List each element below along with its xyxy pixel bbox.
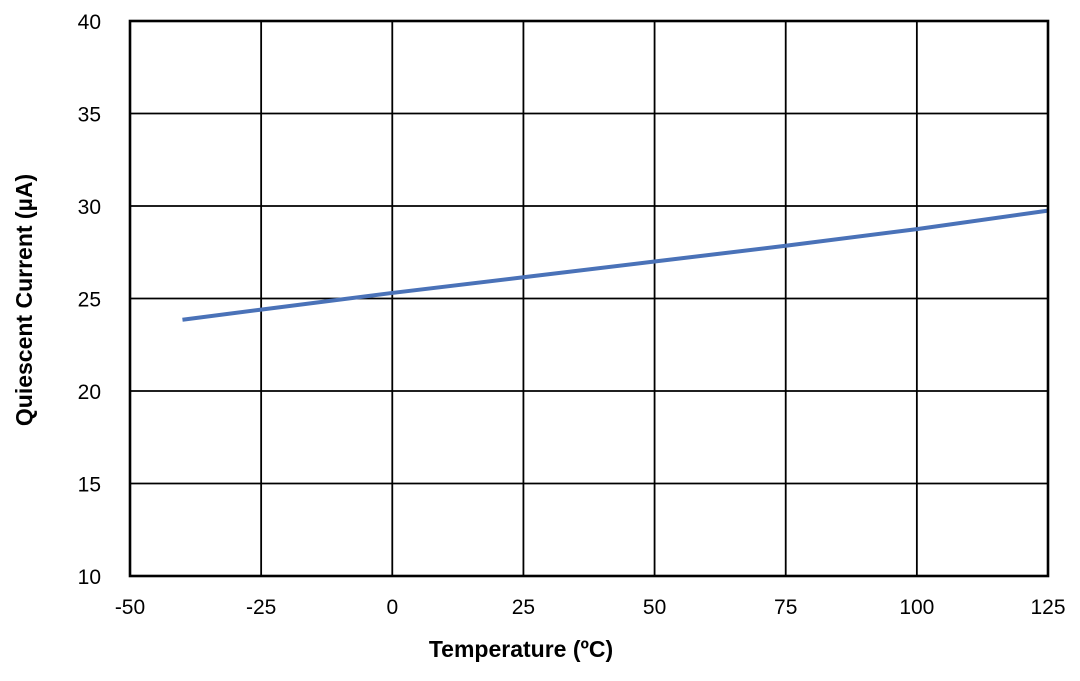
y-tick-label: 15 (78, 474, 101, 497)
x-tick-label: -25 (246, 596, 276, 619)
grid-lines (129, 20, 1049, 577)
x-tick-label: 25 (512, 596, 535, 619)
y-tick-label: 10 (78, 566, 101, 589)
x-tick-label: -50 (115, 596, 145, 619)
y-tick-labels: 10 15 20 25 30 35 40 (78, 11, 101, 589)
x-tick-labels: -50 -25 0 25 50 75 100 125 (115, 596, 1066, 619)
y-tick-label: 30 (78, 196, 101, 219)
y-tick-label: 35 (78, 104, 101, 127)
x-tick-label: 0 (386, 596, 398, 619)
x-axis-title: Temperature (ºC) (429, 636, 613, 662)
x-tick-label: 125 (1030, 596, 1065, 619)
y-axis-title: Quiescent Current (µA) (11, 174, 37, 426)
series-layer (182, 208, 1049, 322)
x-tick-label: 100 (899, 596, 934, 619)
x-tick-label: 75 (774, 596, 797, 619)
series-line (182, 208, 1049, 322)
y-tick-label: 40 (78, 11, 101, 34)
y-tick-label: 20 (78, 381, 101, 404)
plot-frame (128, 19, 1050, 578)
plot-border (128, 19, 1050, 578)
y-tick-label: 25 (78, 289, 101, 312)
x-tick-label: 50 (643, 596, 666, 619)
